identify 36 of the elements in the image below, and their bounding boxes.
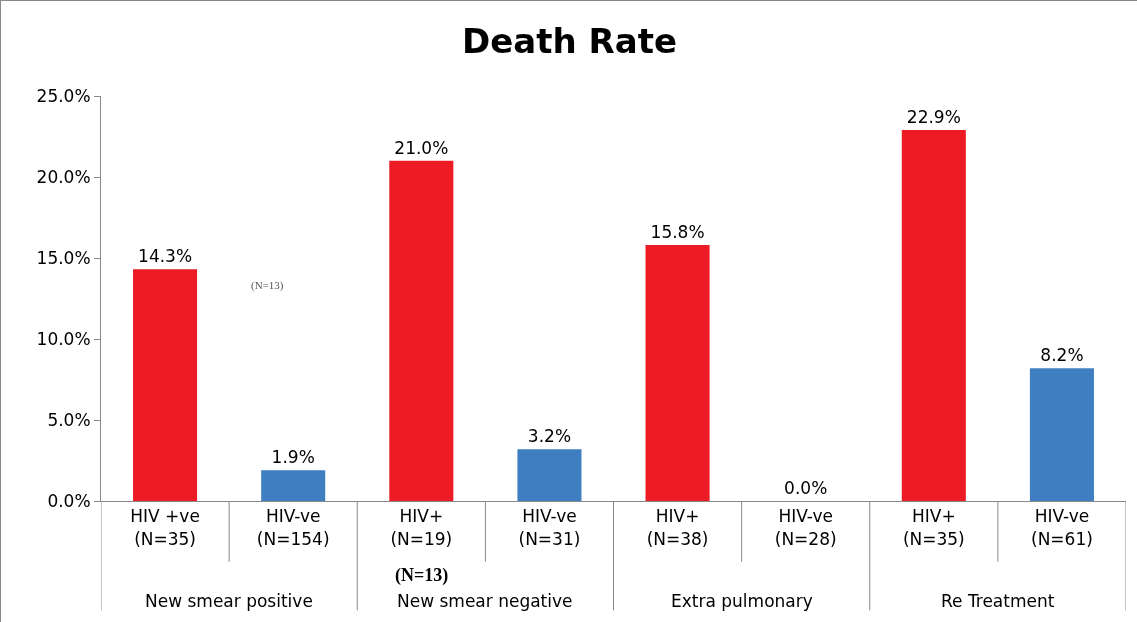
data-label: 14.3% [138,246,193,267]
bar [645,245,710,501]
data-label: 1.9% [271,447,315,468]
text: New smear positive [145,591,313,611]
bar [1029,368,1094,501]
y-tick-label: 10.0% [36,328,91,349]
y-tick-label: 5.0% [47,409,91,430]
x-tick-label: HIV+ (N=19) [390,506,453,549]
bar [133,269,198,501]
bar [261,470,326,501]
y-tick-label: 0.0% [47,490,91,511]
annotation: (N=13) [251,279,284,292]
y-tick-label: 20.0% [36,166,91,187]
x-tick-label: HIV+ (N=38) [646,506,709,549]
x-tick-label: HIV-ve (N=61) [1031,506,1093,549]
y-tick-label: 25.0% [36,85,91,106]
bar [901,130,966,501]
x-tick-label: HIV-ve (N=154) [256,506,330,549]
text: Extra pulmonary [671,591,813,611]
x-tick-label: HIV-ve (N=28) [774,506,837,549]
chart-title: Death Rate [462,20,677,61]
text: Re Treatment [941,591,1055,611]
bar [517,449,582,501]
x-tick-label: HIV +ve (N=35) [130,506,200,549]
text: (N=13) [395,565,449,586]
data-label: 8.2% [1040,345,1084,366]
data-label: 21.0% [394,137,449,158]
y-tick-label: 15.0% [36,247,91,268]
data-label: 22.9% [906,107,961,128]
data-label: 3.2% [527,426,572,447]
x-tick-label: HIV+ (N=35) [902,506,965,549]
data-label: 15.8% [650,222,705,243]
text: New smear negative [397,591,573,611]
data-label: 0.0% [784,478,828,498]
bar [389,160,454,501]
x-tick-label: HIV-ve (N=31) [518,506,581,549]
